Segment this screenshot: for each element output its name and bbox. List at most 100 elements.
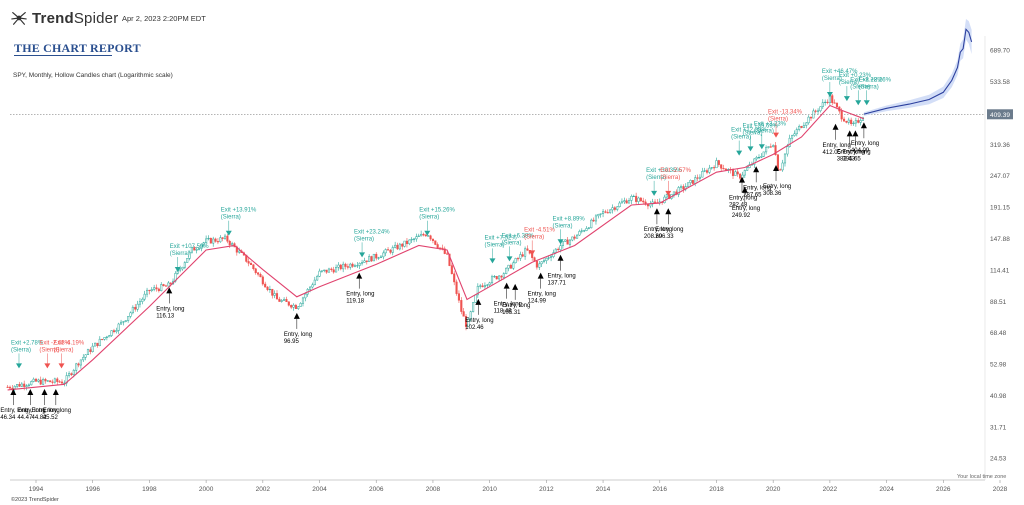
candle-body — [623, 200, 626, 203]
candle-body — [20, 383, 23, 387]
candle-body — [280, 300, 283, 302]
exit-marker[interactable] — [773, 132, 780, 138]
exit-marker[interactable] — [665, 190, 672, 196]
candle-body — [859, 120, 862, 123]
candle-body — [509, 264, 512, 269]
entry-value: 249.92 — [732, 213, 751, 219]
exit-marker[interactable] — [843, 96, 850, 102]
entry-value: 282.48 — [729, 203, 748, 209]
entry-marker[interactable] — [653, 208, 660, 215]
entry-marker[interactable] — [741, 186, 748, 193]
exit-marker[interactable] — [174, 266, 181, 272]
candle-body — [84, 354, 87, 358]
candle-body — [453, 273, 456, 283]
entry-value: 206.33 — [655, 234, 674, 240]
exit-marker[interactable] — [225, 230, 232, 236]
entry-value: 124.99 — [528, 299, 547, 305]
candle-body — [34, 378, 38, 382]
exit-marker[interactable] — [424, 230, 431, 236]
candle-body — [720, 164, 723, 169]
y-tick-label: 114.41 — [990, 267, 1010, 274]
exit-marker[interactable] — [758, 144, 765, 150]
entry-label: Entry, long — [655, 227, 683, 233]
exit-label: Exit +3.28% — [850, 77, 883, 83]
entry-marker[interactable] — [503, 282, 510, 289]
entry-value: 412.05 — [823, 150, 842, 156]
candle-body — [420, 233, 423, 237]
entry-marker[interactable] — [512, 283, 519, 290]
exit-marker[interactable] — [506, 256, 513, 262]
entry-marker[interactable] — [52, 389, 59, 396]
candle-body — [826, 101, 829, 103]
entry-marker[interactable] — [665, 208, 672, 215]
exit-marker[interactable] — [44, 363, 51, 369]
exit-marker[interactable] — [855, 100, 862, 106]
entry-value: 116.13 — [156, 313, 175, 319]
entry-label: Entry, long — [346, 292, 374, 298]
candle-body — [845, 120, 848, 123]
candle-body — [195, 249, 198, 251]
candle-body — [417, 235, 420, 237]
entry-marker[interactable] — [356, 272, 363, 279]
candle-body — [495, 276, 498, 280]
brand-prefix: Trend — [32, 9, 74, 27]
brand-logo[interactable]: TrendSpider — [10, 9, 118, 27]
candle-body — [493, 276, 496, 278]
candle-body — [429, 235, 432, 240]
entry-marker[interactable] — [860, 122, 867, 129]
candle-body — [715, 160, 718, 169]
entry-marker[interactable] — [773, 164, 780, 171]
candle-body — [247, 261, 250, 264]
entry-marker[interactable] — [846, 130, 853, 137]
exit-marker[interactable] — [863, 100, 870, 106]
candle-body — [252, 264, 255, 270]
candle-body — [507, 264, 510, 269]
entry-marker[interactable] — [41, 389, 48, 396]
candle-body — [264, 283, 267, 288]
exit-marker[interactable] — [529, 250, 536, 256]
exit-marker[interactable] — [826, 92, 833, 98]
entry-marker[interactable] — [852, 130, 859, 137]
candle-body — [691, 180, 694, 184]
candle-body — [583, 230, 586, 232]
entry-value: 105.31 — [502, 310, 521, 316]
entry-marker[interactable] — [10, 389, 17, 396]
candle-body — [774, 145, 777, 155]
exit-marker[interactable] — [651, 190, 658, 196]
candle-body — [202, 242, 205, 246]
entry-marker[interactable] — [27, 389, 34, 396]
exit-marker[interactable] — [489, 258, 496, 264]
exit-marker[interactable] — [747, 146, 754, 152]
candle-body — [613, 207, 616, 210]
exit-tag: (Sierra) — [170, 251, 190, 257]
entry-marker[interactable] — [537, 272, 544, 279]
candle-body — [89, 349, 92, 352]
candle-body — [696, 177, 699, 179]
x-tick-label: 1996 — [85, 486, 100, 493]
candle-body — [268, 288, 271, 291]
exit-marker[interactable] — [736, 150, 743, 156]
entry-marker[interactable] — [738, 176, 745, 183]
exit-tag: (Sierra) — [54, 347, 74, 353]
candle-body — [538, 263, 541, 268]
exit-marker[interactable] — [15, 363, 22, 369]
exit-marker[interactable] — [359, 252, 366, 258]
entry-marker[interactable] — [166, 287, 173, 294]
candle-body — [320, 270, 323, 272]
entry-marker[interactable] — [753, 166, 760, 173]
candle-body — [606, 212, 609, 214]
candle-body — [384, 249, 387, 254]
candle-body — [755, 157, 758, 160]
exit-marker[interactable] — [557, 239, 564, 245]
exit-marker[interactable] — [58, 363, 65, 369]
candle-body — [840, 110, 843, 120]
entry-marker[interactable] — [557, 254, 564, 261]
entry-marker[interactable] — [293, 312, 300, 319]
candle-body — [639, 197, 642, 202]
candle-body — [79, 359, 82, 366]
entry-marker[interactable] — [475, 298, 482, 305]
candle-body — [145, 289, 149, 295]
entry-marker[interactable] — [832, 123, 839, 130]
candle-body — [335, 266, 338, 273]
